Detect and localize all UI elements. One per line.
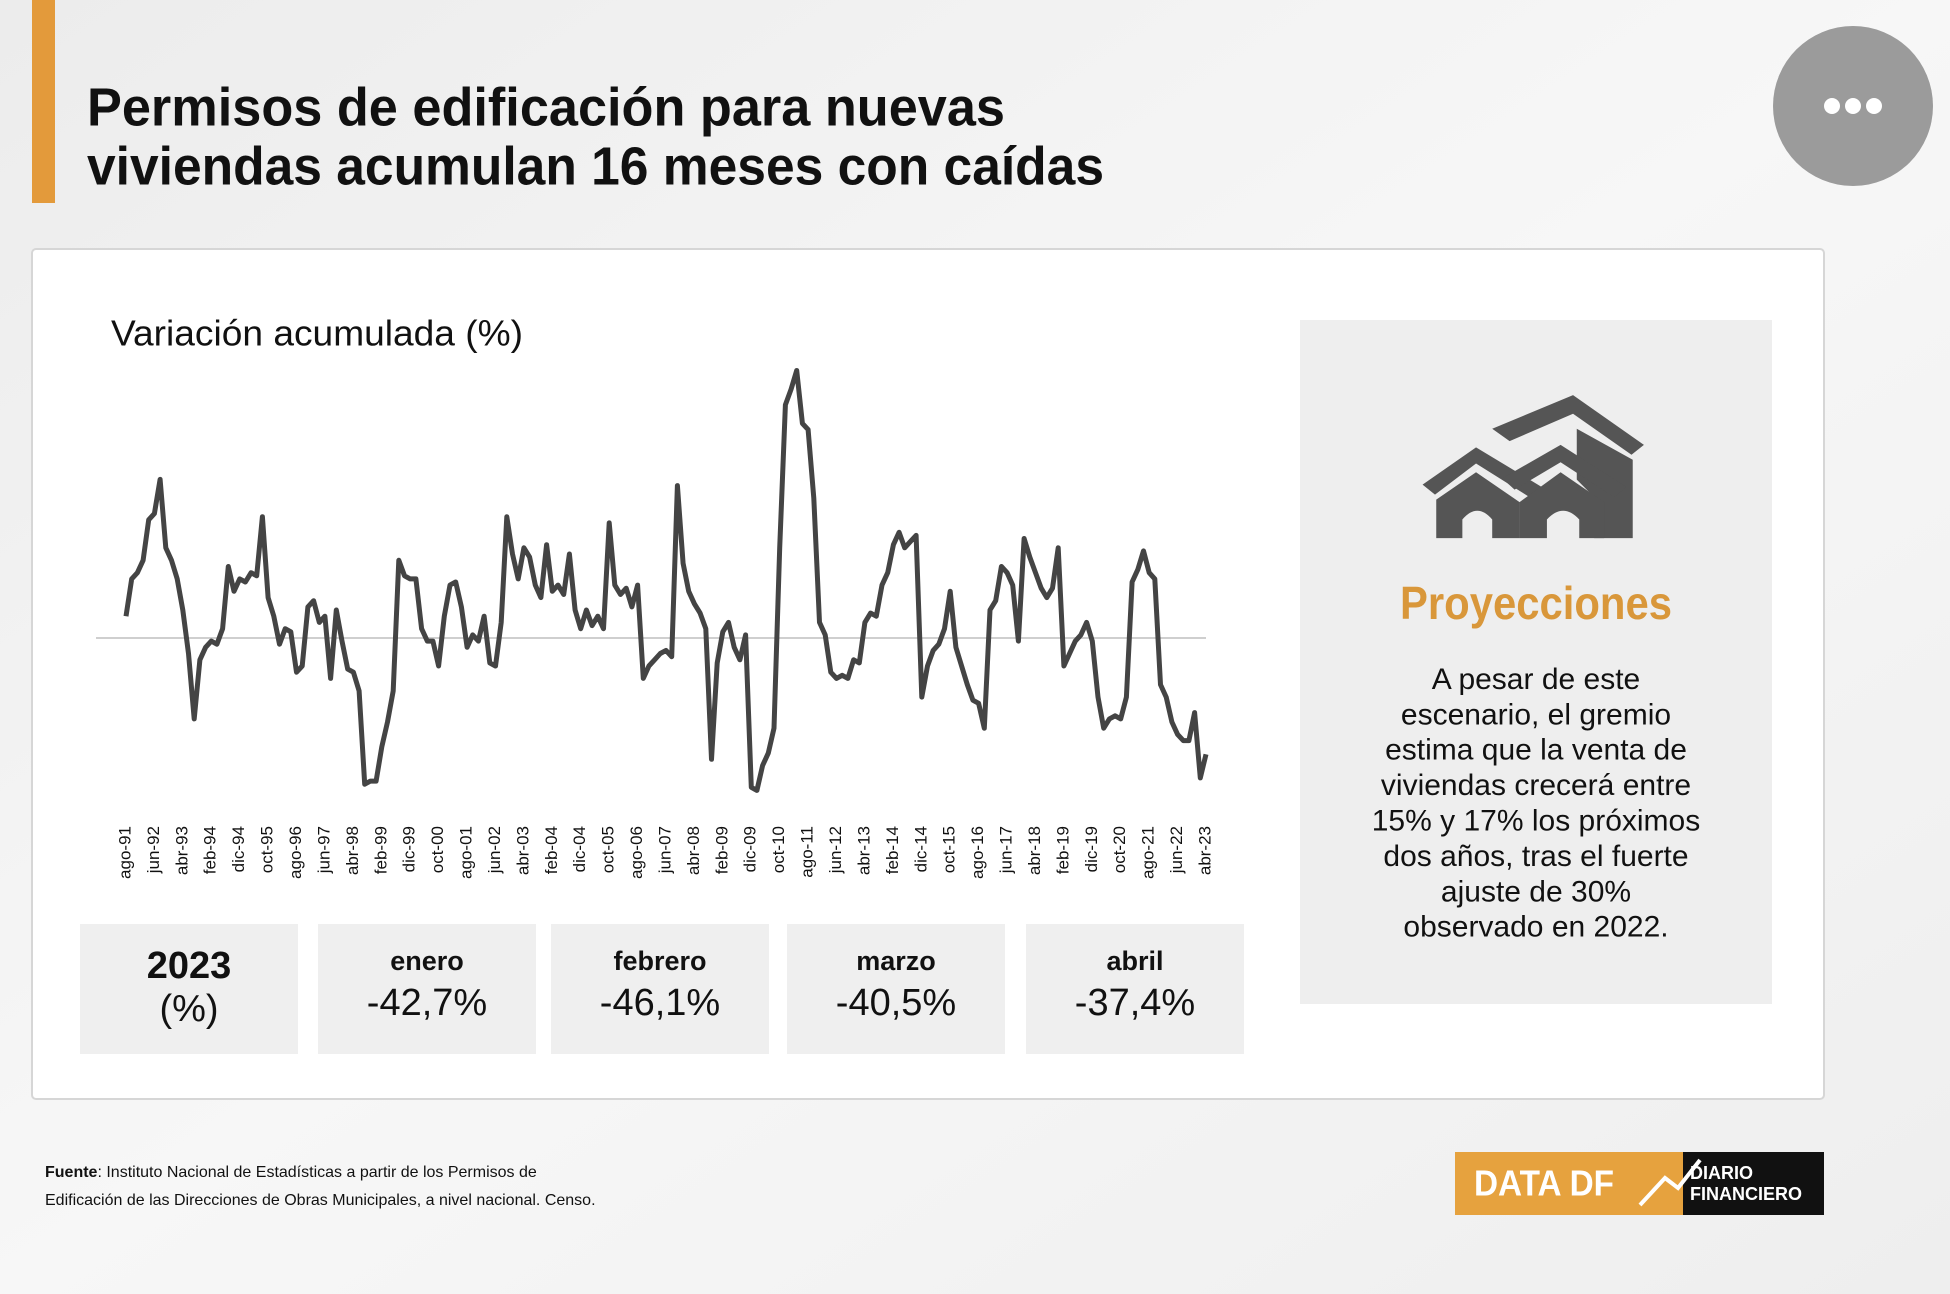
x-tick-label: abr-23 [1195, 826, 1214, 875]
x-tick-label: oct-15 [940, 826, 959, 873]
x-tick-label: abr-93 [172, 826, 191, 875]
stat-value: -42,7% [367, 982, 487, 1024]
title: viviendas acumulan 16 meses con caídas [87, 136, 1104, 196]
stats: 2023 (%) enero -42,7% febrero -46,1% marzo -4… [80, 924, 1244, 1054]
side-panel [1300, 320, 1772, 1004]
title: Permisos de edificación para nuevas [87, 77, 1005, 137]
logo-text: DIARIO [1690, 1163, 1753, 1183]
panel-line: observado en 2022. [1403, 911, 1668, 944]
x-tick-label: jun-07 [655, 826, 674, 874]
x-tick-label: dic-14 [911, 826, 930, 872]
x-tick-label: abr-98 [343, 826, 362, 875]
x-tick-label: feb-94 [201, 826, 220, 874]
panel-line: viviendas crecerá entre [1381, 769, 1691, 802]
stat-box [787, 924, 1005, 1054]
stat-box [1026, 924, 1244, 1054]
x-tick-label: jun-12 [826, 826, 845, 874]
panel-line: estima que la venta de [1385, 734, 1687, 767]
x-tick-label: feb-19 [1053, 826, 1072, 874]
dot [1866, 98, 1882, 114]
source: Fuente: Instituto Nacional de Estadístic… [45, 1164, 537, 1181]
x-tick-label: feb-04 [542, 826, 561, 874]
x-tick-label: feb-14 [883, 826, 902, 874]
x-tick-label: abr-13 [854, 826, 873, 875]
x-tick-label: abr-08 [684, 826, 703, 875]
stat-month: marzo [856, 946, 936, 976]
x-tick-label: ago-16 [968, 826, 987, 879]
x-tick-label: oct-00 [428, 826, 447, 873]
dot [1845, 98, 1861, 114]
x-tick-label: ago-91 [115, 826, 134, 879]
house-icon [1422, 395, 1644, 539]
x-tick-label: feb-99 [371, 826, 390, 874]
stat-value: -37,4% [1075, 982, 1195, 1024]
x-tick-label: dic-04 [570, 826, 589, 872]
x-tick-label: feb-09 [712, 826, 731, 874]
x-tick-label: jun-92 [144, 826, 163, 874]
y-axis-label: Variación acumulada (%) [111, 313, 523, 354]
logo: DATA DF DIARIO FINANCIERO [1455, 1152, 1824, 1215]
x-tick-label: dic-09 [741, 826, 760, 872]
stat-box [551, 924, 769, 1054]
plot: ago-91 jun-92 abr-93 feb-94 dic-94 oct-95 ago-… [96, 368, 1214, 879]
dot [1824, 98, 1840, 114]
line [123, 368, 1209, 793]
stat-box [80, 924, 298, 1054]
logo-text: FINANCIERO [1690, 1184, 1802, 1204]
panel-line: A pesar de este [1432, 663, 1640, 696]
panel-line: 15% y 17% los próximos [1372, 805, 1700, 838]
stat-year: 2023 [147, 945, 232, 987]
x-tick-label: ago-21 [1139, 826, 1158, 879]
stat-value: -40,5% [836, 982, 956, 1024]
panel-line: ajuste de 30% [1441, 875, 1631, 908]
logo-arrow [1638, 1158, 1702, 1207]
x-tick-label: oct-05 [599, 826, 618, 873]
x-tick-label: abr-03 [513, 826, 532, 875]
source-text: Edificación de las Direcciones de Obras … [45, 1192, 596, 1209]
x-tick-label: ago-01 [457, 826, 476, 879]
stat-month: enero [390, 946, 464, 976]
x-tick-label: jun-02 [485, 826, 504, 874]
menu-button[interactable] [1773, 26, 1933, 186]
x-tick-label: oct-10 [769, 826, 788, 873]
logo-left [1455, 1152, 1683, 1215]
stat-unit: (%) [159, 988, 218, 1030]
source-text: : Instituto Nacional de Estadísticas a p… [97, 1164, 536, 1181]
x-tick-label: ago-06 [627, 826, 646, 879]
panel-line: escenario, el gremio [1401, 698, 1671, 731]
x-tick-label: dic-94 [229, 826, 248, 872]
panel-line: dos años, tras el fuerte [1383, 840, 1688, 873]
x-tick-label: dic-19 [1082, 826, 1101, 872]
stat-month: febrero [613, 946, 706, 976]
logo-right [1683, 1152, 1824, 1215]
stat-box [318, 924, 536, 1054]
logo-text: DATA DF [1474, 1163, 1614, 1204]
x-tick-label: jun-17 [997, 826, 1016, 874]
x-tick-label: ago-11 [798, 826, 817, 878]
x-tick-label: abr-18 [1025, 826, 1044, 875]
x-tick-label: jun-22 [1167, 826, 1186, 874]
panel-title: Proyecciones [1400, 577, 1672, 629]
accent-bar [32, 0, 55, 203]
x-tick-label: oct-95 [258, 826, 277, 873]
x-tick-label: jun-97 [314, 826, 333, 874]
stat-month: abril [1106, 946, 1163, 976]
stat-value: -46,1% [600, 982, 720, 1024]
x-tick-label: dic-99 [400, 826, 419, 872]
x-tick-label: oct-20 [1110, 826, 1129, 873]
x-tick-label: ago-96 [286, 826, 305, 879]
source-label: Fuente [45, 1164, 98, 1181]
